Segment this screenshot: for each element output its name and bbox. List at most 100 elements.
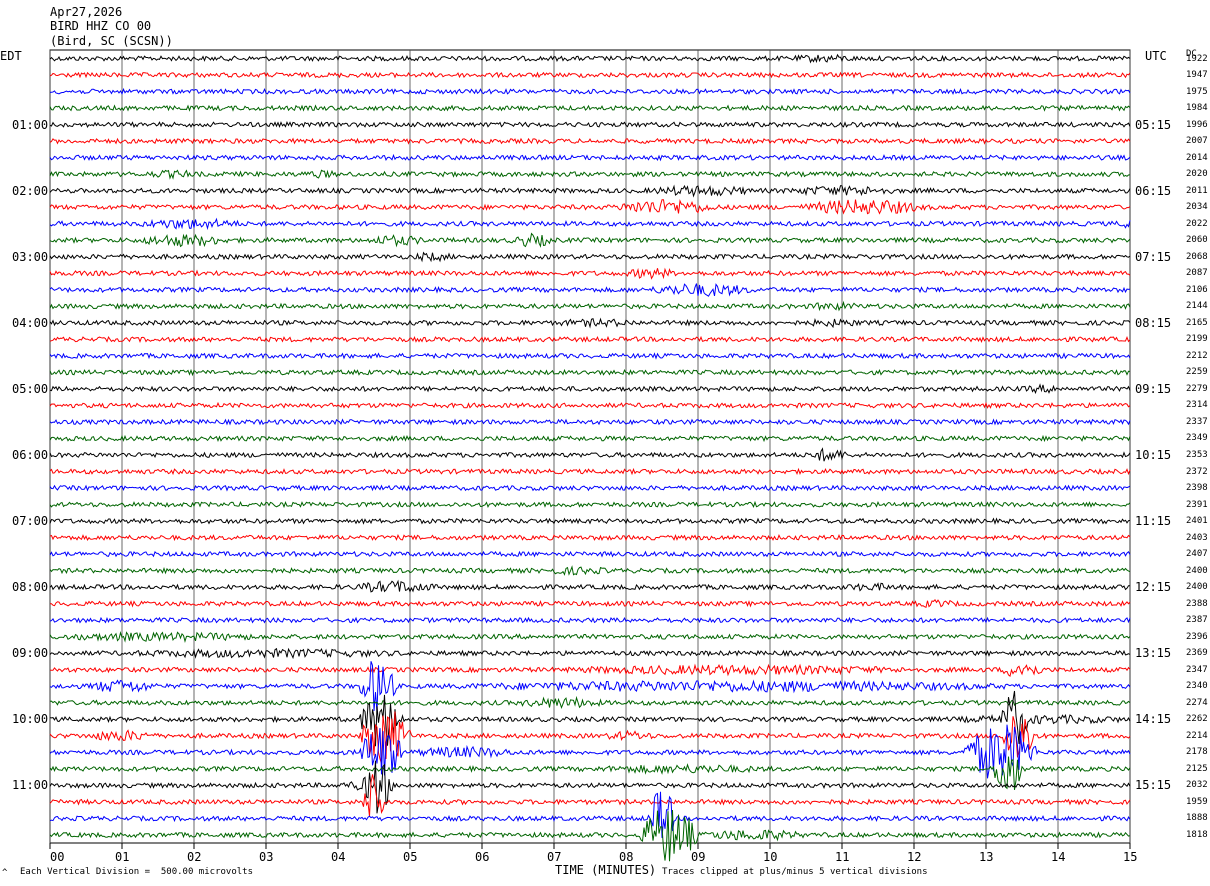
seismic-trace bbox=[49, 267, 1131, 280]
dc-value: 2388 bbox=[1186, 598, 1208, 609]
x-axis-title: TIME (MINUTES) bbox=[555, 863, 657, 877]
seismic-trace bbox=[49, 251, 1131, 263]
seismic-trace bbox=[49, 383, 1131, 395]
seismic-trace bbox=[49, 565, 1131, 576]
x-tick-label: 03 bbox=[259, 850, 274, 864]
x-tick-label: 00 bbox=[50, 850, 65, 864]
seismic-trace bbox=[49, 809, 1131, 862]
utc-axis-title: UTC bbox=[1145, 49, 1167, 63]
dc-value: 2022 bbox=[1186, 218, 1208, 229]
dc-value: 2106 bbox=[1186, 284, 1208, 295]
dc-value: 2372 bbox=[1186, 466, 1208, 477]
dc-value: 2262 bbox=[1186, 714, 1208, 725]
dc-title: DC bbox=[1186, 49, 1197, 59]
dc-value: 2214 bbox=[1186, 730, 1208, 741]
utc-hour-label: 13:15 bbox=[1135, 646, 1172, 661]
edt-hour-label: 03:00 bbox=[12, 249, 49, 264]
dc-value: 2396 bbox=[1186, 631, 1208, 642]
dc-value: 2403 bbox=[1186, 532, 1208, 543]
seismic-trace bbox=[49, 711, 1131, 764]
dc-value: 2212 bbox=[1186, 350, 1208, 361]
seismic-trace bbox=[49, 368, 1131, 377]
dc-value: 1888 bbox=[1186, 813, 1208, 824]
edt-hour-label: 02:00 bbox=[12, 183, 49, 198]
seismic-trace bbox=[49, 647, 1131, 660]
dc-value: 1984 bbox=[1186, 103, 1208, 114]
seismic-trace bbox=[49, 467, 1131, 476]
dc-value: 1922 bbox=[1186, 53, 1208, 64]
utc-hour-label: 09:15 bbox=[1135, 381, 1172, 396]
dc-value: 1959 bbox=[1186, 796, 1208, 807]
dc-value: 2398 bbox=[1186, 483, 1208, 494]
x-tick-label: 14 bbox=[1051, 850, 1066, 864]
seismic-trace bbox=[49, 661, 1131, 713]
edt-hour-label: 09:00 bbox=[12, 646, 49, 661]
clip-note: Traces clipped at plus/minus 5 vertical … bbox=[662, 867, 928, 877]
dc-value: 2144 bbox=[1186, 301, 1208, 312]
dc-value: 2034 bbox=[1186, 202, 1208, 213]
utc-hour-label: 15:15 bbox=[1135, 778, 1172, 793]
edt-hour-label: 05:00 bbox=[12, 381, 49, 396]
x-tick-label: 01 bbox=[115, 850, 130, 864]
utc-hour-label: 11:15 bbox=[1135, 514, 1172, 529]
x-tick-label: 04 bbox=[331, 850, 346, 864]
dc-value: 2087 bbox=[1186, 268, 1208, 279]
seismic-trace bbox=[49, 447, 1131, 462]
dc-value: 2337 bbox=[1186, 416, 1208, 427]
x-tick-label: 06 bbox=[475, 850, 490, 864]
utc-hour-label: 10:15 bbox=[1135, 448, 1172, 462]
dc-value: 2387 bbox=[1186, 615, 1208, 626]
seismic-trace bbox=[49, 533, 1131, 542]
dc-value: 2125 bbox=[1186, 763, 1208, 774]
corner-mark: ^ bbox=[2, 868, 8, 878]
seismic-trace bbox=[49, 434, 1131, 443]
dc-value: 2369 bbox=[1186, 648, 1208, 659]
dc-value: 2407 bbox=[1186, 549, 1208, 560]
seismic-trace bbox=[49, 774, 1131, 817]
seismic-trace bbox=[49, 153, 1131, 162]
dc-value: 2274 bbox=[1186, 697, 1208, 708]
dc-value: 2349 bbox=[1186, 433, 1208, 444]
edt-hour-label: 11:00 bbox=[12, 778, 49, 793]
dc-value: 2400 bbox=[1186, 565, 1208, 576]
seismic-trace bbox=[49, 663, 1131, 677]
dc-value: 2007 bbox=[1186, 136, 1208, 147]
edt-hour-label: 06:00 bbox=[12, 448, 49, 462]
dc-value: 2011 bbox=[1186, 185, 1208, 196]
seismic-trace bbox=[49, 690, 1131, 747]
utc-hour-label: 14:15 bbox=[1135, 712, 1172, 727]
station-label: BIRD HHZ CO 00 bbox=[50, 19, 152, 33]
vertical-division-note: Each Vertical Division = 500.00 microvol… bbox=[20, 867, 253, 877]
dc-value: 2401 bbox=[1186, 516, 1208, 527]
location-label: (Bird, SC (SCSN)) bbox=[50, 34, 173, 48]
seismic-trace bbox=[49, 87, 1131, 96]
seismic-trace bbox=[49, 756, 1131, 790]
plot-frame bbox=[49, 49, 1131, 844]
seismic-trace bbox=[49, 53, 1131, 64]
seismic-trace bbox=[49, 283, 1131, 297]
utc-hour-label: 08:15 bbox=[1135, 315, 1172, 330]
dc-value: 2032 bbox=[1186, 780, 1208, 791]
utc-hour-label: 07:15 bbox=[1135, 249, 1172, 264]
seismic-trace bbox=[49, 137, 1131, 145]
dc-value: 2279 bbox=[1186, 383, 1208, 394]
x-tick-label: 07 bbox=[547, 850, 562, 864]
seismic-trace bbox=[49, 335, 1131, 344]
edt-hour-label: 08:00 bbox=[12, 580, 49, 595]
seismic-trace bbox=[49, 791, 1131, 838]
seismic-trace bbox=[49, 616, 1131, 624]
x-tick-label: 05 bbox=[403, 850, 418, 864]
seismic-trace bbox=[49, 760, 1131, 814]
seismic-trace bbox=[49, 484, 1131, 492]
dc-value: 2347 bbox=[1186, 664, 1208, 675]
dc-value: 2068 bbox=[1186, 251, 1208, 262]
dc-value: 2400 bbox=[1186, 582, 1208, 593]
seismic-trace bbox=[50, 598, 1131, 608]
dc-value: 2014 bbox=[1186, 152, 1208, 163]
seismic-trace bbox=[49, 232, 1131, 248]
dc-value: 2178 bbox=[1186, 747, 1208, 758]
seismic-trace bbox=[49, 104, 1131, 112]
x-tick-label: 10 bbox=[763, 850, 778, 864]
x-tick-label: 08 bbox=[619, 850, 634, 864]
